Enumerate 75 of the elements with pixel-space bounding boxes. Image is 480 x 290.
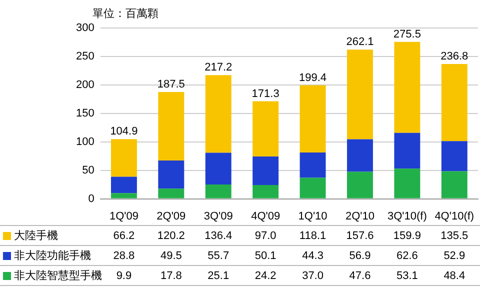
bar	[205, 152, 232, 185]
bar	[347, 172, 373, 198]
total-label: 187.5	[157, 78, 185, 91]
bar	[252, 185, 279, 198]
data-label: 49.5	[160, 250, 182, 262]
data-label: 136.4	[204, 230, 232, 242]
data-label: 53.1	[396, 270, 418, 282]
bar	[158, 92, 184, 160]
data-label: 28.8	[113, 250, 135, 262]
data-label: 48.4	[444, 270, 466, 282]
bar	[394, 132, 420, 169]
data-label: 24.2	[254, 270, 276, 282]
bar	[205, 184, 232, 198]
y-tick-label: 150	[76, 107, 94, 120]
data-label: 55.7	[208, 250, 230, 262]
y-tick-label: 300	[76, 22, 94, 34]
y-axis-title: 單位：百萬顆	[92, 7, 158, 20]
bar	[252, 156, 279, 186]
data-label: 62.6	[396, 250, 418, 262]
x-tick-label: 4Q'10(f)	[434, 210, 474, 222]
data-label: 50.1	[254, 250, 276, 262]
bar	[347, 139, 373, 172]
bar	[394, 168, 420, 198]
total-label: 275.5	[393, 28, 421, 40]
bar	[110, 176, 137, 194]
bar	[441, 64, 468, 142]
data-label: 9.9	[116, 270, 132, 282]
data-label: 118.1	[299, 230, 326, 242]
y-tick-label: 200	[76, 78, 94, 91]
bar	[158, 188, 184, 198]
data-label: 47.6	[349, 270, 371, 282]
total-label: 236.8	[440, 50, 468, 63]
legend-label: 非大陸智慧型手機	[14, 269, 102, 282]
y-tick-label: 0	[88, 192, 94, 205]
bar	[394, 42, 420, 133]
data-label: 25.1	[208, 270, 230, 282]
data-label: 37.0	[302, 270, 324, 282]
bar	[441, 171, 468, 198]
bar	[205, 75, 232, 153]
x-tick-label: 3Q'10(f)	[387, 210, 427, 222]
bar	[300, 178, 326, 198]
x-tick-label: 3Q'09	[204, 210, 233, 222]
bar	[441, 141, 468, 172]
data-label: 159.9	[393, 230, 421, 242]
data-label: 17.8	[160, 270, 182, 282]
x-tick-label: 4Q'09	[251, 210, 280, 222]
bar	[110, 139, 137, 177]
x-tick-label: 1Q'10	[298, 210, 328, 222]
data-label: 66.2	[113, 230, 135, 242]
total-label: 262.1	[346, 36, 374, 48]
data-label: 44.3	[302, 250, 324, 262]
x-tick-label: 2Q'10	[345, 210, 374, 222]
total-label: 199.4	[299, 72, 327, 84]
x-tick-label: 2Q'09	[156, 210, 186, 222]
data-label: 56.9	[349, 250, 371, 262]
total-label: 217.2	[204, 62, 232, 74]
x-tick-label: 1Q'09	[109, 210, 138, 222]
y-tick-label: 50	[82, 164, 94, 176]
data-label: 120.2	[157, 230, 185, 242]
data-label: 97.0	[254, 230, 276, 242]
bar	[300, 152, 326, 178]
bar	[347, 50, 373, 140]
total-label: 171.3	[252, 88, 280, 100]
data-label: 52.9	[444, 250, 466, 262]
total-label: 104.9	[110, 126, 138, 138]
legend-label: 大陸手機	[14, 229, 58, 242]
y-tick-label: 100	[76, 136, 94, 148]
bar	[252, 101, 279, 156]
data-label: 157.6	[346, 230, 374, 242]
y-tick-label: 250	[76, 50, 94, 62]
bar	[300, 85, 326, 153]
legend-label: 非大陸功能手機	[14, 249, 91, 262]
bar	[158, 160, 184, 189]
data-label: 135.5	[440, 230, 468, 242]
bar	[110, 193, 137, 198]
